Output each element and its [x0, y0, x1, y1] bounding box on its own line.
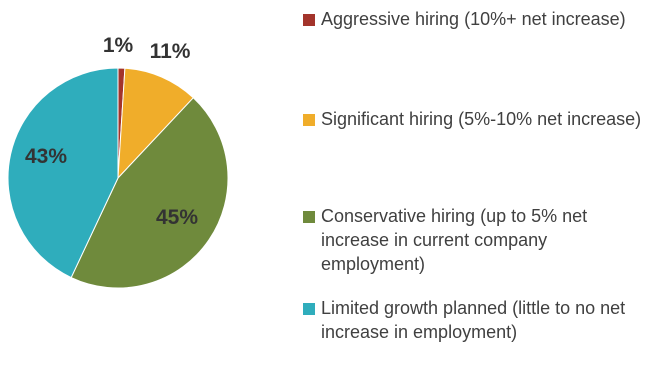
legend-swatch-aggressive — [303, 14, 315, 26]
legend-label-aggressive: Aggressive hiring (10%+ net increase) — [321, 9, 626, 29]
legend-label-significant: Significant hiring (5%-10% net increase) — [321, 109, 642, 129]
legend-swatch-limited — [303, 303, 315, 315]
slice-label-aggressive: 1% — [103, 34, 134, 57]
pie-slice-limited — [7, 67, 119, 279]
slice-label-conservative: 45% — [156, 206, 198, 229]
legend-swatch-conservative — [303, 211, 315, 223]
legend-label-limited: Limited growth planned (little to no net… — [321, 298, 626, 342]
slice-label-limited: 43% — [25, 145, 67, 168]
legend-item-significant: Significant hiring (5%-10% net increase) — [303, 107, 647, 131]
legend-item-aggressive: Aggressive hiring (10%+ net increase) — [303, 7, 647, 31]
legend-item-limited: Limited growth planned (little to no net… — [303, 296, 647, 344]
legend-item-conservative: Conservative hiring (up to 5% net increa… — [303, 204, 647, 276]
pie-slice-conservative — [70, 97, 229, 289]
pie-slice-significant — [117, 67, 195, 180]
legend-swatch-significant — [303, 114, 315, 126]
legend-label-conservative: Conservative hiring (up to 5% net increa… — [321, 206, 588, 274]
slice-label-significant: 11% — [150, 40, 191, 63]
